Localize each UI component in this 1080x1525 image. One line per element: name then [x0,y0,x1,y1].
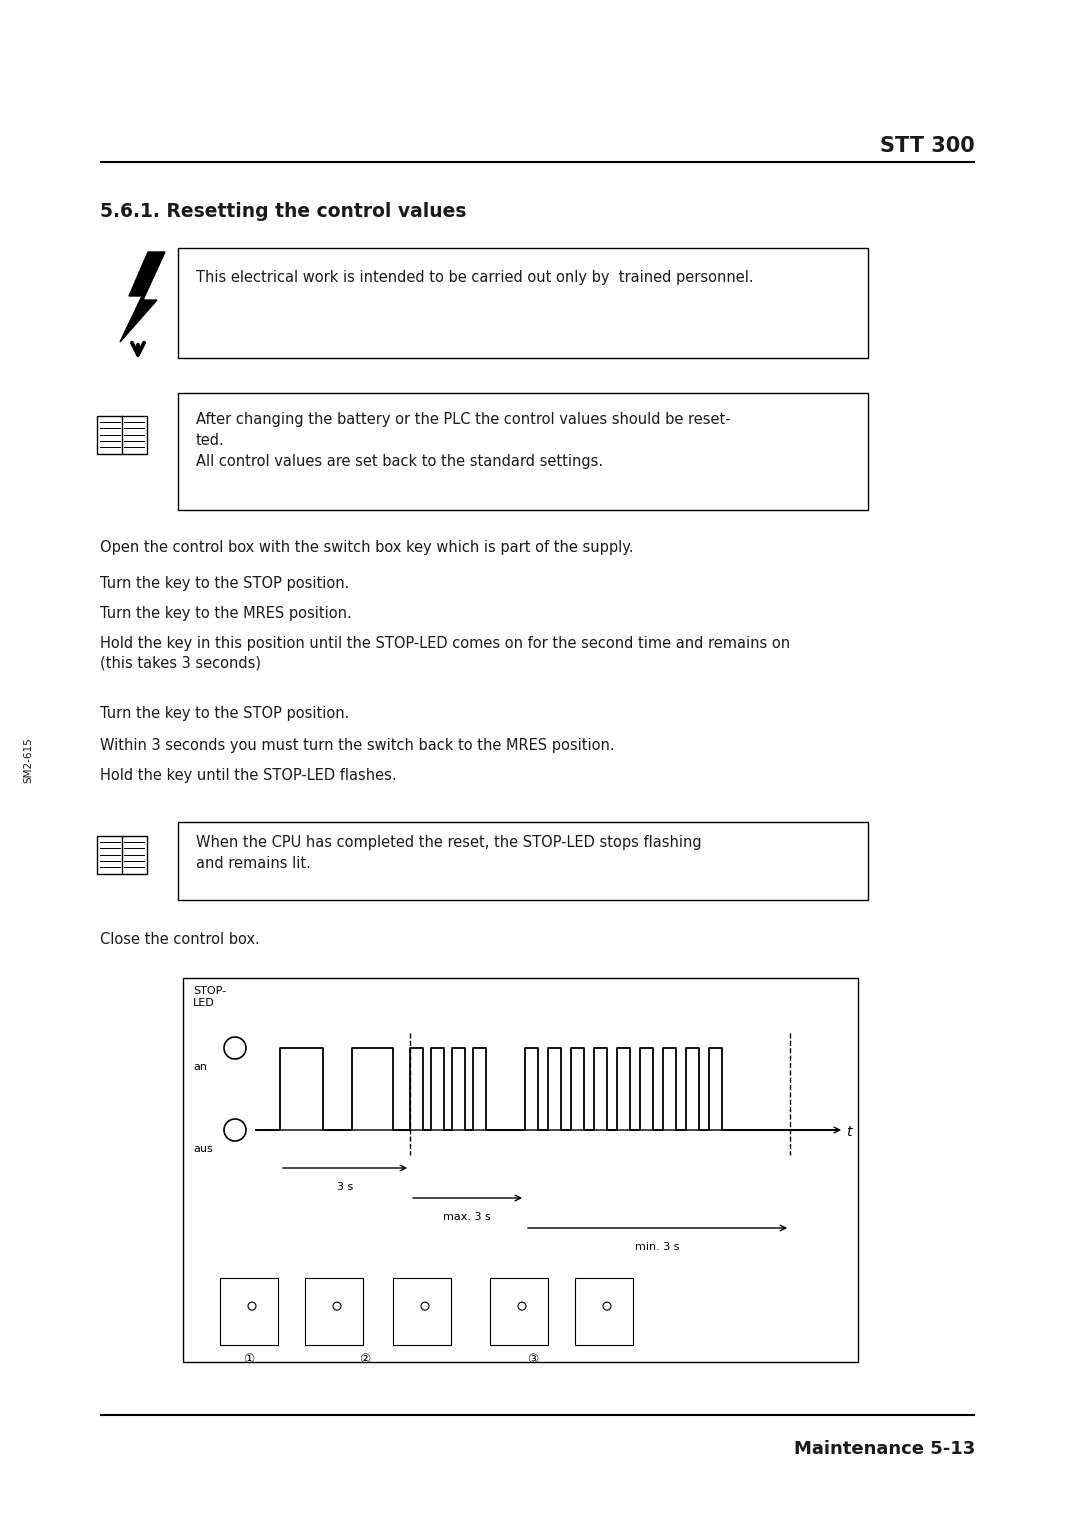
FancyBboxPatch shape [178,393,868,509]
Text: an: an [193,1061,207,1072]
Text: Hold the key until the STOP-LED flashes.: Hold the key until the STOP-LED flashes. [100,769,396,782]
Text: Open the control box with the switch box key which is part of the supply.: Open the control box with the switch box… [100,540,634,555]
FancyBboxPatch shape [575,1278,633,1345]
FancyBboxPatch shape [183,978,858,1362]
Text: t: t [846,1125,851,1139]
Text: STOP: STOP [307,1279,325,1286]
Text: MRES: MRES [577,1292,596,1298]
Text: Turn the key to the STOP position.: Turn the key to the STOP position. [100,706,349,721]
Text: This electrical work is intended to be carried out only by  trained personnel.: This electrical work is intended to be c… [195,270,754,285]
Text: ②: ② [360,1353,370,1366]
Text: Turn the key to the MRES position.: Turn the key to the MRES position. [100,605,352,621]
Text: Within 3 seconds you must turn the switch back to the MRES position.: Within 3 seconds you must turn the switc… [100,738,615,753]
Text: MRES: MRES [492,1292,512,1298]
Text: max. 3 s: max. 3 s [443,1212,491,1222]
Text: Hold the key in this position until the STOP-LED comes on for the second time an: Hold the key in this position until the … [100,636,791,671]
Text: When the CPU has completed the reset, the STOP-LED stops flashing
and remains li: When the CPU has completed the reset, th… [195,836,702,871]
Text: 5.6.1. Resetting the control values: 5.6.1. Resetting the control values [100,201,467,221]
Text: Close the control box.: Close the control box. [100,932,260,947]
Text: ①: ① [243,1353,255,1366]
Text: Maintenance 5-13: Maintenance 5-13 [794,1440,975,1458]
Text: STOP-
LED: STOP- LED [193,987,226,1008]
FancyBboxPatch shape [97,836,147,874]
FancyBboxPatch shape [178,822,868,900]
Text: STOP: STOP [395,1279,414,1286]
Text: MRES: MRES [395,1292,415,1298]
Text: MRES: MRES [307,1292,326,1298]
Text: STT 300: STT 300 [880,136,975,156]
Text: SM2-615: SM2-615 [23,737,33,782]
Text: STOP: STOP [492,1279,510,1286]
Text: min. 3 s: min. 3 s [635,1241,679,1252]
FancyBboxPatch shape [393,1278,451,1345]
Text: MRES: MRES [222,1292,242,1298]
FancyBboxPatch shape [305,1278,363,1345]
Polygon shape [120,252,165,342]
Text: 3 s: 3 s [337,1182,353,1193]
FancyBboxPatch shape [220,1278,278,1345]
Text: After changing the battery or the PLC the control values should be reset-
ted.
A: After changing the battery or the PLC th… [195,412,731,470]
Text: aus: aus [193,1144,213,1154]
FancyBboxPatch shape [490,1278,548,1345]
Text: Turn the key to the STOP position.: Turn the key to the STOP position. [100,576,349,592]
FancyBboxPatch shape [178,249,868,358]
FancyBboxPatch shape [97,416,147,454]
Text: ③: ③ [527,1353,539,1366]
Text: STOP: STOP [222,1279,240,1286]
Text: STOP: STOP [577,1279,595,1286]
